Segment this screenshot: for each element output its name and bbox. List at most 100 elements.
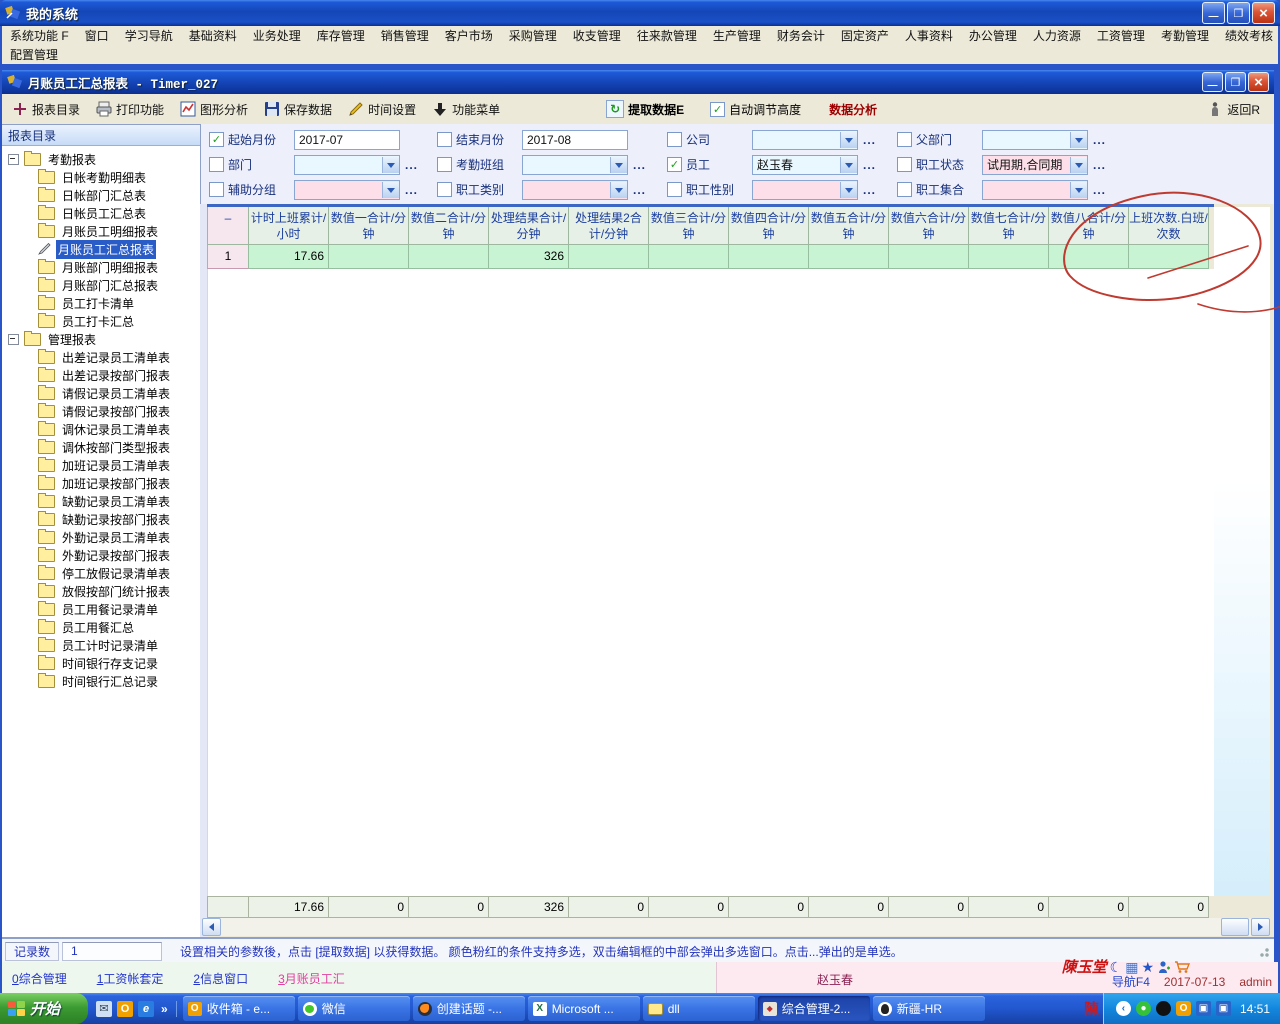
window-tab[interactable]: 1工资帐套定 <box>96 972 164 986</box>
taskbar-task[interactable]: 微信 <box>297 996 410 1021</box>
more-options-button[interactable] <box>1093 158 1106 172</box>
column-header[interactable]: 计时上班累计/小时 <box>249 207 329 245</box>
menu-item[interactable]: 考勤管理 <box>1160 29 1209 43</box>
table-cell[interactable] <box>1129 245 1209 269</box>
tree-item[interactable]: 出差记录员工清单表 <box>2 348 200 366</box>
menu-item[interactable]: 生产管理 <box>712 29 761 43</box>
table-cell[interactable] <box>649 245 729 269</box>
table-cell[interactable] <box>889 245 969 269</box>
tree-item[interactable]: 员工打卡清单 <box>2 294 200 312</box>
filter-value-box[interactable]: 2017-08 <box>522 129 628 150</box>
start-button[interactable]: 开始 <box>0 993 88 1024</box>
quicklaunch-overflow-icon[interactable]: » <box>161 1001 168 1016</box>
auto-height-toggle[interactable]: 自动调节高度 <box>710 101 801 118</box>
filter-checkbox[interactable] <box>437 182 452 197</box>
dropdown-arrow-icon[interactable] <box>610 181 627 198</box>
sidebar-splitter[interactable] <box>200 204 207 937</box>
filter-value-box[interactable]: 试用期,合同期 <box>982 154 1088 175</box>
menu-item[interactable]: 销售管理 <box>380 29 429 43</box>
more-options-button[interactable] <box>863 183 876 197</box>
tree-item[interactable]: 缺勤记录员工清单表 <box>2 492 200 510</box>
menu-item[interactable]: 收支管理 <box>572 29 621 43</box>
table-cell[interactable] <box>1049 245 1129 269</box>
filter-value-box[interactable] <box>752 129 858 150</box>
menu-item[interactable]: 库存管理 <box>316 29 365 43</box>
more-options-button[interactable] <box>1093 133 1106 147</box>
filter-value-box[interactable]: 2017-07 <box>294 129 400 150</box>
menu-item[interactable]: 工资管理 <box>1096 29 1145 43</box>
menu-item[interactable]: 人事资料 <box>904 29 953 43</box>
menu-item[interactable]: 固定资产 <box>840 29 889 43</box>
column-header[interactable]: 数值八合计/分钟 <box>1049 207 1129 245</box>
tree-item[interactable]: 加班记录员工清单表 <box>2 456 200 474</box>
keyboard-icon[interactable]: ▦ <box>1125 958 1139 975</box>
cart-icon[interactable] <box>1174 960 1190 974</box>
mail-launcher-icon[interactable]: ✉ <box>96 1000 112 1017</box>
moon-icon[interactable]: ☾ <box>1109 958 1123 975</box>
scroll-right-icon[interactable] <box>1251 918 1270 936</box>
outlook-tray-icon[interactable]: O <box>1175 1001 1191 1016</box>
tree-item[interactable]: 员工用餐记录清单 <box>2 600 200 618</box>
table-cell[interactable] <box>809 245 889 269</box>
menu-item[interactable]: 客户市场 <box>444 29 493 43</box>
data-analysis-button[interactable]: 数据分析 <box>829 102 878 117</box>
person-add-icon[interactable] <box>1157 960 1171 974</box>
maximize-icon[interactable] <box>1227 2 1250 24</box>
filter-value-box[interactable]: 赵玉春 <box>752 154 858 175</box>
tree-item[interactable]: 日帐考勤明细表 <box>2 168 200 186</box>
table-cell[interactable] <box>969 245 1049 269</box>
taskbar-task[interactable]: 创建话题 -... <box>412 996 525 1021</box>
tree-item[interactable]: 时间银行汇总记录 <box>2 672 200 690</box>
outlook-launcher-icon[interactable]: O <box>117 1000 133 1017</box>
stamp-tray-icon[interactable]: 陳 <box>1083 1002 1099 1018</box>
more-options-button[interactable] <box>633 183 646 197</box>
dropdown-arrow-icon[interactable] <box>382 181 399 198</box>
menu-item[interactable]: 采购管理 <box>508 29 557 43</box>
dropdown-arrow-icon[interactable] <box>1070 156 1087 173</box>
messenger-tray-icon[interactable]: ● <box>1135 1001 1151 1016</box>
filter-value-box[interactable] <box>522 179 628 200</box>
filter-checkbox[interactable] <box>667 182 682 197</box>
filter-checkbox[interactable] <box>437 132 452 147</box>
menu-item[interactable]: 业务处理 <box>252 29 301 43</box>
column-header[interactable]: 数值二合计/分钟 <box>409 207 489 245</box>
tree-item[interactable]: 日帐部门汇总表 <box>2 186 200 204</box>
dropdown-arrow-icon[interactable] <box>382 156 399 173</box>
scrollbar-thumb[interactable] <box>1221 918 1249 936</box>
dropdown-arrow-icon[interactable] <box>610 156 627 173</box>
more-options-button[interactable] <box>405 183 418 197</box>
filter-checkbox[interactable] <box>897 182 912 197</box>
table-cell[interactable]: 17.66 <box>249 245 329 269</box>
more-options-button[interactable] <box>863 133 876 147</box>
more-options-button[interactable] <box>633 158 646 172</box>
star-icon[interactable]: ★ <box>1141 958 1154 975</box>
print-button[interactable]: 打印功能 <box>90 99 170 120</box>
network-tray-icon[interactable]: ▣ <box>1195 1001 1211 1016</box>
filter-checkbox[interactable] <box>667 132 682 147</box>
table-cell[interactable]: 326 <box>489 245 569 269</box>
save-data-button[interactable]: 保存数据 <box>258 99 338 120</box>
tree-item[interactable]: 月账部门明细报表 <box>2 258 200 276</box>
column-header[interactable]: 数值五合计/分钟 <box>809 207 889 245</box>
table-cell[interactable] <box>329 245 409 269</box>
menu-item[interactable]: 基础资料 <box>188 29 237 43</box>
menu-item[interactable]: 窗口 <box>84 29 109 43</box>
taskbar-task[interactable]: dll <box>642 996 755 1021</box>
menu-item[interactable]: 办公管理 <box>968 29 1017 43</box>
function-menu-button[interactable]: 功能菜单 <box>426 99 506 120</box>
auto-height-checkbox[interactable] <box>710 101 726 117</box>
tree-item[interactable]: 请假记录员工清单表 <box>2 384 200 402</box>
tree-item[interactable]: 放假按部门统计报表 <box>2 582 200 600</box>
column-header[interactable]: 处理结果2合计/分钟 <box>569 207 649 245</box>
taskbar-task[interactable]: 收件箱 - e... <box>182 996 295 1021</box>
filter-value-box[interactable] <box>522 154 628 175</box>
tray-collapse-icon[interactable]: ‹ <box>1115 1001 1131 1016</box>
tree-item[interactable]: 出差记录按部门报表 <box>2 366 200 384</box>
table-cell[interactable] <box>569 245 649 269</box>
tree-item[interactable]: 月账员工汇总报表 <box>2 239 200 259</box>
column-header[interactable]: 数值四合计/分钟 <box>729 207 809 245</box>
ie-launcher-icon[interactable]: e <box>138 1000 154 1017</box>
tree-collapse-icon[interactable] <box>8 333 19 345</box>
minimize-icon[interactable] <box>1202 2 1225 24</box>
dropdown-arrow-icon[interactable] <box>840 181 857 198</box>
